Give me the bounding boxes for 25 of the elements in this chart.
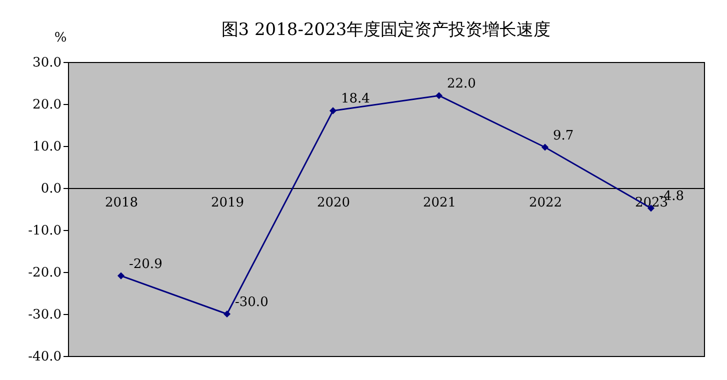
point xyxy=(435,92,443,100)
y-tick-label: 10.0 xyxy=(32,140,62,154)
chart-title: 图3 2018-2023年度固定资产投资增长速度 xyxy=(221,20,551,40)
x-tick-label: 2021 xyxy=(422,196,456,210)
y-tick-label: -10.0 xyxy=(28,224,62,238)
point xyxy=(117,272,125,280)
point xyxy=(223,310,231,318)
x-tick-label: 2018 xyxy=(104,196,138,210)
point xyxy=(329,107,337,114)
y-tick-label: -30.0 xyxy=(28,308,62,322)
y-axis-title: % xyxy=(54,30,67,46)
x-tick-label: 2019 xyxy=(210,196,244,210)
y-tick-label: -20.0 xyxy=(28,266,62,280)
y-tick-label: 20.0 xyxy=(32,98,62,112)
data-label: -30.0 xyxy=(235,295,268,310)
y-tick-label: 30.0 xyxy=(32,56,62,70)
data-label: -20.9 xyxy=(129,256,162,272)
point xyxy=(541,144,549,151)
y-tick-label: 0.0 xyxy=(40,182,62,196)
data-label: 18.4 xyxy=(341,92,370,107)
y-tick-label: -40.0 xyxy=(28,350,62,364)
x-tick-label: 2020 xyxy=(316,196,350,210)
data-label: 22.0 xyxy=(447,76,476,92)
data-label: 9.7 xyxy=(553,128,574,144)
x-tick-label: 2022 xyxy=(528,196,562,210)
